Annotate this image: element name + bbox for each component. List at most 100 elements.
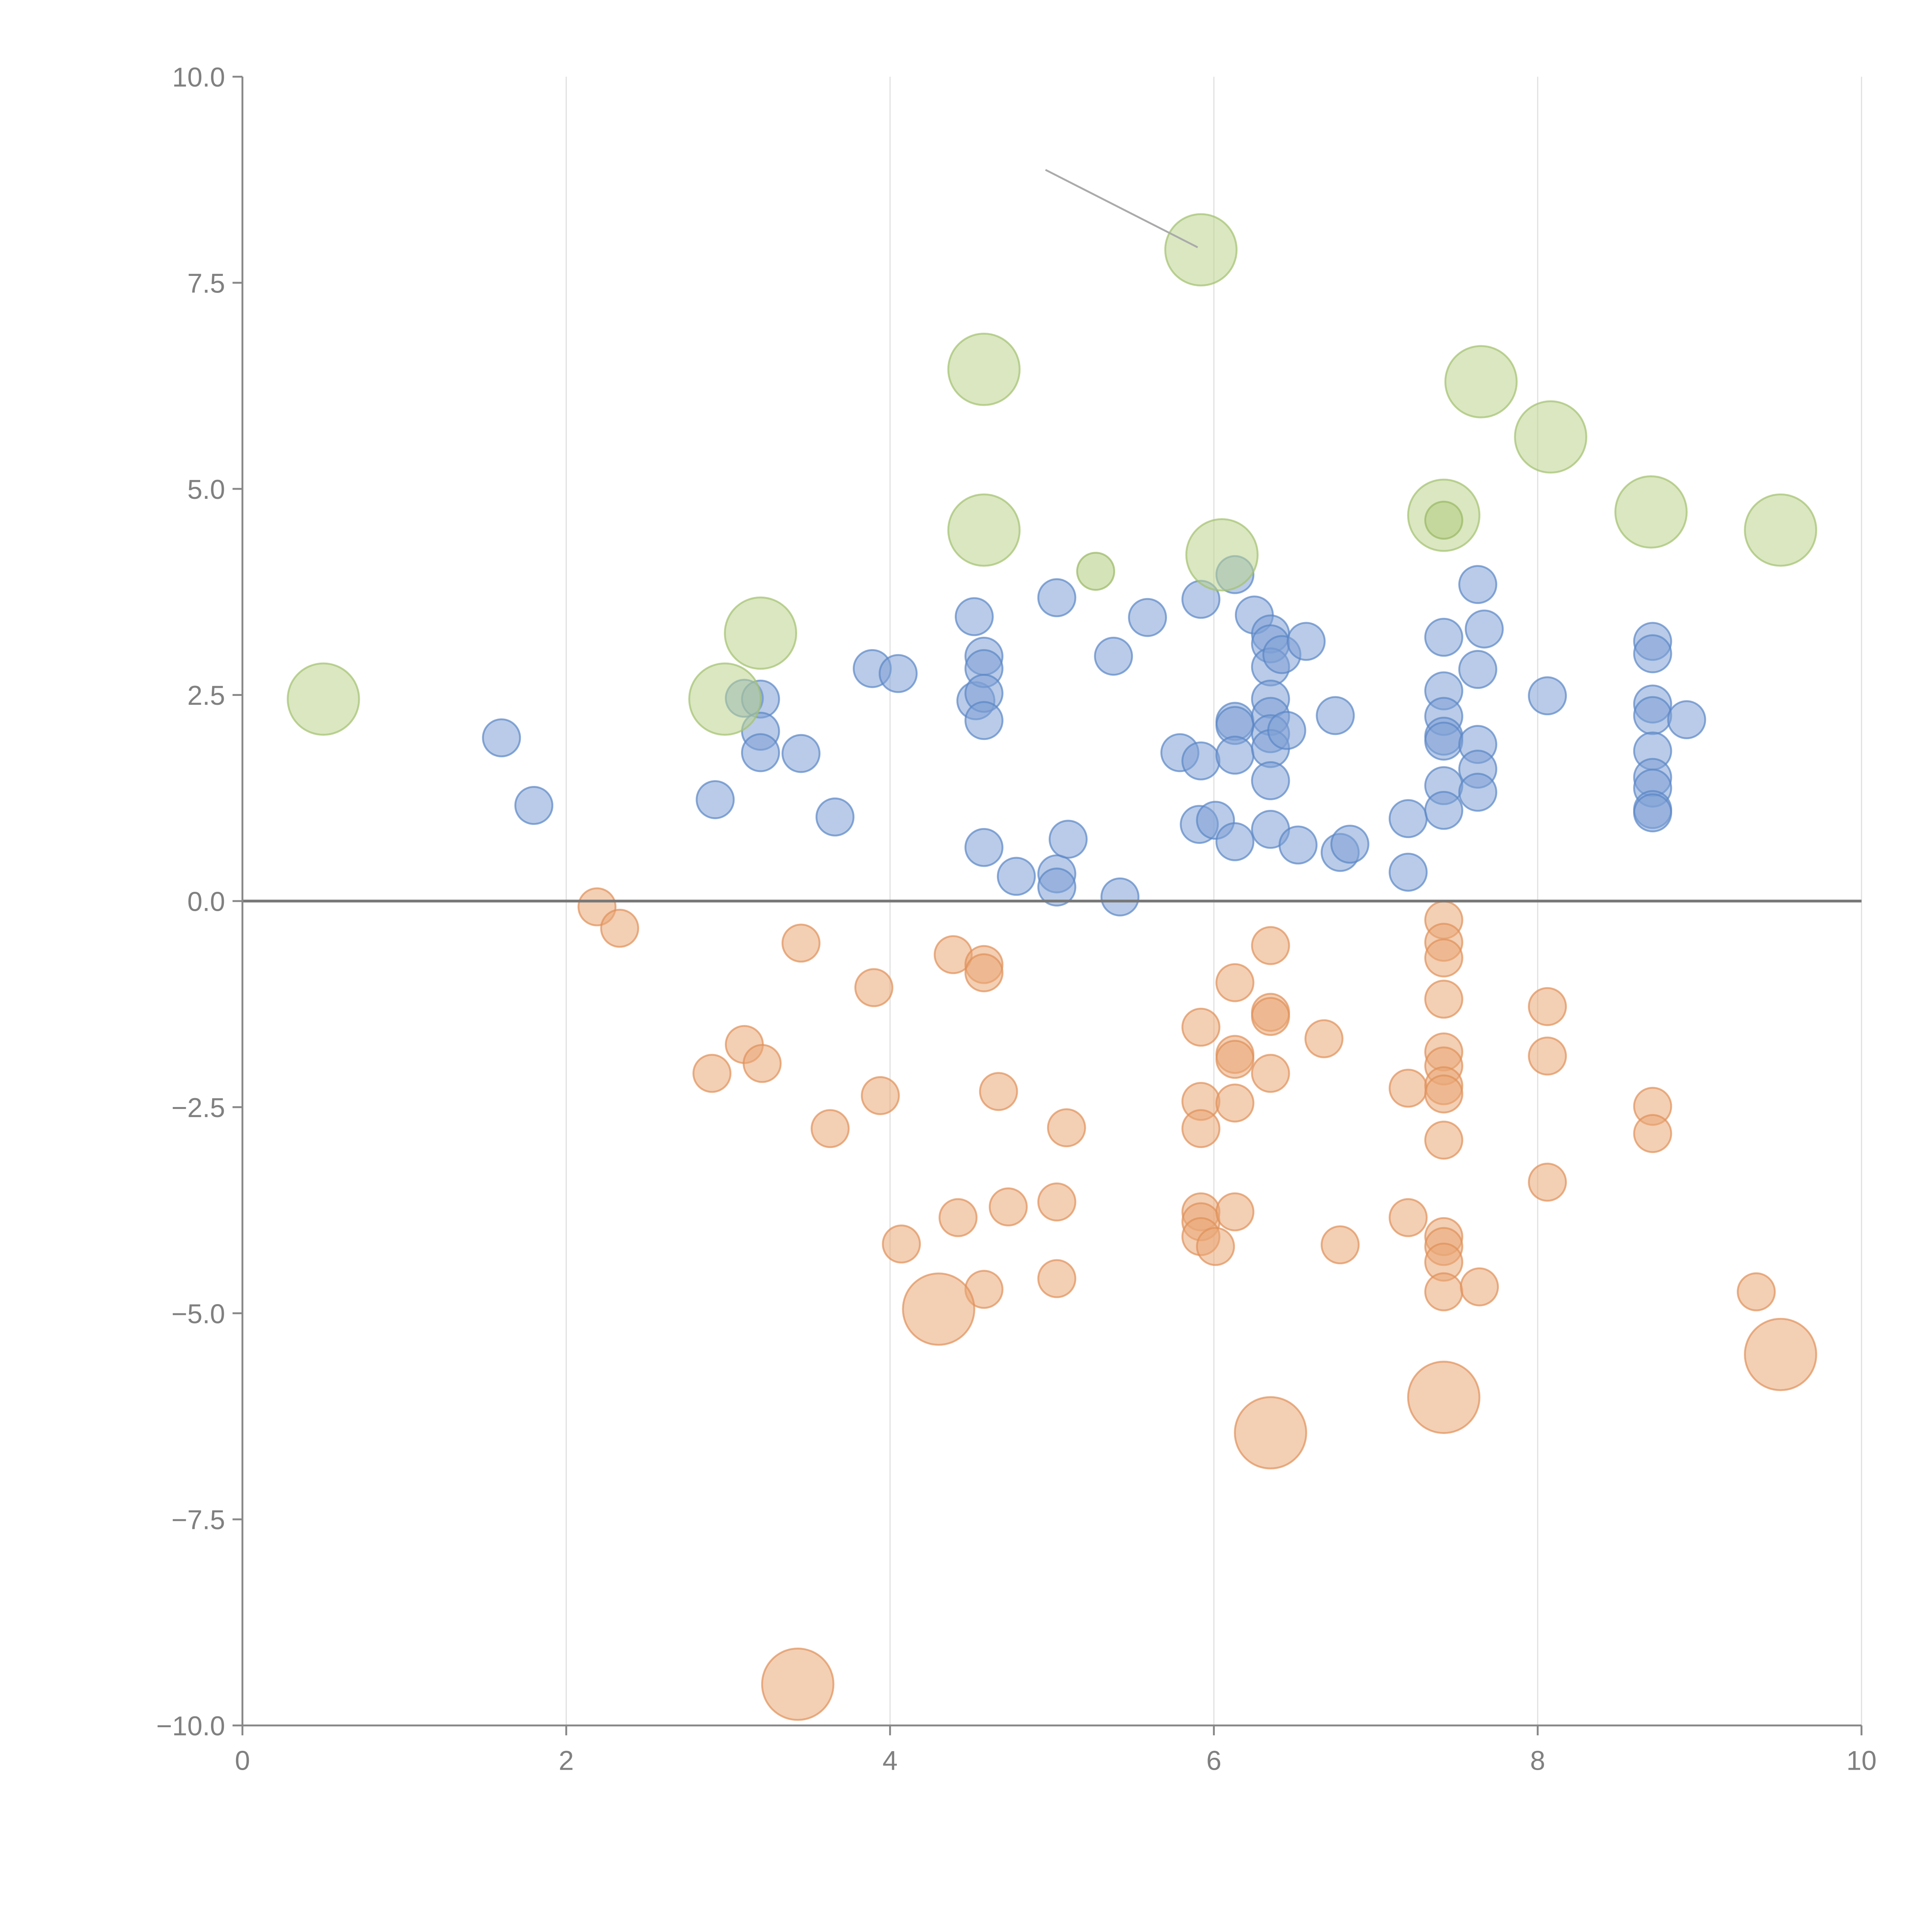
data-point-blue [1633,634,1672,673]
x-tick-label: 4 [883,1745,898,1776]
data-point-blue [1424,721,1463,761]
annotation-line [1045,169,1198,248]
data-point-orange [1181,1007,1221,1047]
data-point-blue [781,734,821,773]
y-tick-label: −7.5 [172,1505,225,1535]
data-point-blue [815,797,855,837]
data-point-green-large [287,662,360,736]
data-point-orange [600,908,639,948]
data-point-orange [1215,963,1255,1002]
data-point-orange [1388,1198,1428,1237]
data-point-blue [1251,761,1290,800]
data-point-orange [1528,1163,1567,1202]
data-point-orange [1528,987,1567,1026]
data-point-orange [1251,997,1290,1036]
data-point-green-large [1744,493,1817,567]
data-point-green-small [1424,500,1463,540]
data-point-blue [1181,741,1221,781]
x-tick-label: 6 [1206,1745,1221,1776]
data-point-blue [954,597,994,636]
data-point-blue [964,701,1003,740]
data-point-blue [1128,598,1167,637]
y-tick-label: 2.5 [187,680,225,711]
data-point-orange [1424,980,1463,1019]
data-points [287,213,1817,1721]
data-point-orange [1460,1267,1499,1306]
data-point-orange [1320,1225,1360,1265]
data-point-orange [861,1076,900,1115]
data-point-blue [696,780,735,819]
data-point-blue [1330,825,1369,864]
x-tick-label: 0 [235,1745,250,1776]
data-point-orange [1424,1074,1463,1114]
data-point-blue [1633,793,1672,833]
data-point-green-large [1614,475,1688,549]
y-axis-ticks: 10.0 7.5 5.0 2.5 0.0 −2.5 −5.0 −7.5 −10.0 [156,62,243,1741]
data-point-blue [1037,867,1077,907]
data-point-orange [1304,1019,1344,1058]
data-point-blue [1316,696,1355,735]
data-point-orange [692,1054,731,1093]
data-point-blue [482,718,521,757]
data-point-blue [1037,578,1077,617]
data-point-orange [1037,1259,1077,1298]
data-point-orange [1215,1040,1255,1079]
data-point-blue [1286,622,1326,661]
data-point-blue [997,857,1036,896]
data-point-orange [1633,1114,1672,1153]
y-tick-label: 0.0 [187,886,225,917]
x-tick-label: 8 [1530,1745,1545,1776]
data-point-blue [1215,822,1255,861]
data-point-blue [1458,565,1497,604]
data-point-orange-large [1744,1318,1817,1391]
data-point-blue [1667,700,1706,739]
data-point-blue [514,786,554,825]
data-point-orange [1736,1272,1776,1311]
data-point-blue [1278,825,1318,865]
data-point-green-large [724,596,798,670]
data-point-green-large [947,493,1021,567]
data-point-orange [1424,938,1463,978]
data-point-orange-large [1407,1361,1481,1434]
data-point-orange [882,1225,921,1264]
data-point-orange [1037,1182,1077,1222]
data-point-blue [1528,676,1567,716]
data-point-blue [1048,820,1088,859]
data-point-orange [988,1187,1028,1226]
data-point-orange [939,1198,978,1237]
data-point-blue [1094,636,1133,676]
data-point-blue [1100,877,1139,917]
data-point-orange [811,1109,850,1148]
data-point-orange [781,923,821,963]
data-point-blue [1267,711,1306,750]
x-axis-ticks: 0 2 4 6 8 10 [235,1725,1877,1776]
data-point-blue [1424,617,1463,657]
data-point-orange [1215,1083,1255,1123]
y-tick-label: 10.0 [172,62,225,92]
data-point-blue [964,828,1003,867]
x-tick-label: 2 [559,1745,574,1776]
data-point-orange [1424,1272,1463,1311]
data-point-green-large [1164,213,1238,287]
data-point-orange [743,1044,782,1083]
data-point-orange [1251,1054,1290,1093]
data-point-orange [1215,1192,1255,1231]
data-point-orange [1528,1036,1567,1076]
data-point-blue [1458,772,1497,812]
data-point-blue [1388,852,1428,892]
y-tick-label: −10.0 [156,1711,225,1741]
data-point-blue [741,733,780,772]
data-point-orange-large [902,1272,975,1346]
x-tick-label: 10 [1846,1745,1876,1776]
data-point-orange [979,1072,1018,1111]
data-point-orange [1424,1121,1463,1160]
data-point-green-large [688,662,762,736]
data-point-blue [1424,791,1463,830]
data-point-orange [1181,1109,1221,1148]
y-tick-label: −5.0 [172,1298,225,1329]
data-point-blue [878,654,918,693]
data-point-blue [1215,735,1255,775]
data-point-orange [1196,1227,1235,1266]
data-point-orange [964,953,1003,992]
